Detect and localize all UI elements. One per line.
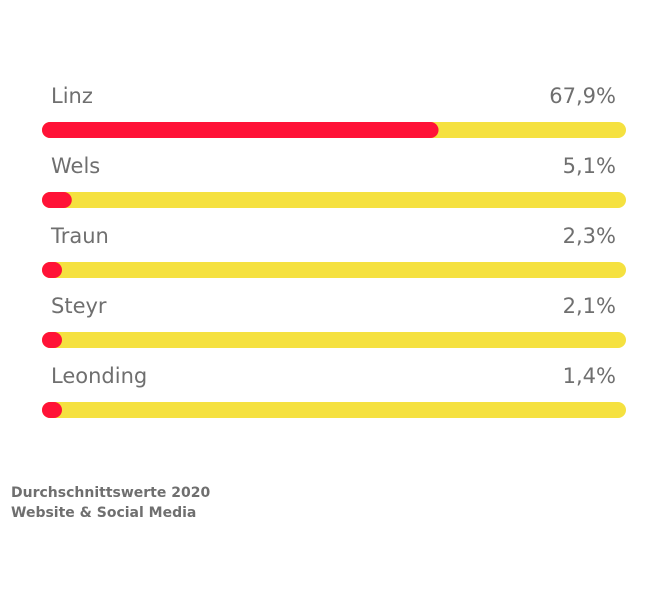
value-label-traun: 2,3%: [563, 224, 616, 248]
bar-track-leonding: [42, 402, 626, 418]
footnote-period: Durchschnittswerte 2020: [11, 485, 211, 501]
footnote-source: Website & Social Media: [11, 505, 197, 521]
category-label-leonding: Leonding: [51, 364, 147, 388]
category-label-wels: Wels: [51, 154, 100, 178]
bar-track-traun: [42, 262, 626, 278]
bar-track-wels: [42, 192, 626, 208]
category-label-linz: Linz: [51, 84, 93, 108]
bar-linz: [42, 122, 439, 138]
value-label-steyr: 2,1%: [563, 294, 616, 318]
bar-traun: [42, 262, 62, 278]
bar-track-steyr: [42, 332, 626, 348]
category-label-traun: Traun: [50, 224, 109, 248]
value-label-linz: 67,9%: [549, 84, 616, 108]
value-label-leonding: 1,4%: [563, 364, 616, 388]
category-label-steyr: Steyr: [51, 294, 107, 318]
bar-leonding: [42, 402, 62, 418]
value-label-wels: 5,1%: [563, 154, 616, 178]
bar-wels: [42, 192, 72, 208]
bar-steyr: [42, 332, 62, 348]
